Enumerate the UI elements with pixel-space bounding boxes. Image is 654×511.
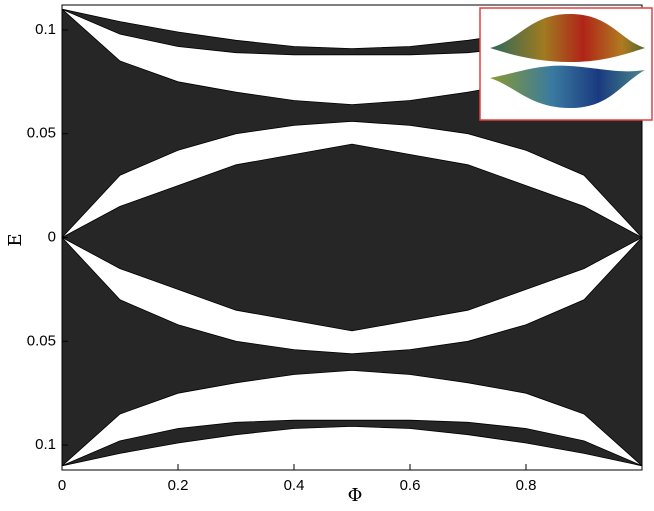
y-tick-label: 0.1 [35, 436, 56, 453]
y-tick-label: 0.1 [35, 21, 56, 38]
x-tick-label: 0 [58, 477, 66, 494]
y-tick-label: 0.05 [27, 332, 56, 349]
y-tick-label: 0 [48, 228, 56, 245]
y-axis-title: E [5, 233, 26, 246]
chart: E Φ 0 0.2 0.4 0.6 0.8 0.1 0.05 0 0.05 0.1 [0, 0, 654, 511]
inset [480, 8, 652, 120]
x-tick-label: 0.2 [168, 477, 189, 494]
energy-band [62, 144, 642, 331]
x-axis-title: Φ [348, 485, 363, 506]
y-tick-label: 0.05 [27, 125, 56, 142]
energy-band [62, 420, 642, 466]
x-tick-label: 0.8 [516, 477, 537, 494]
x-tick-label: 0.4 [284, 477, 305, 494]
x-tick-label: 0.6 [400, 477, 421, 494]
